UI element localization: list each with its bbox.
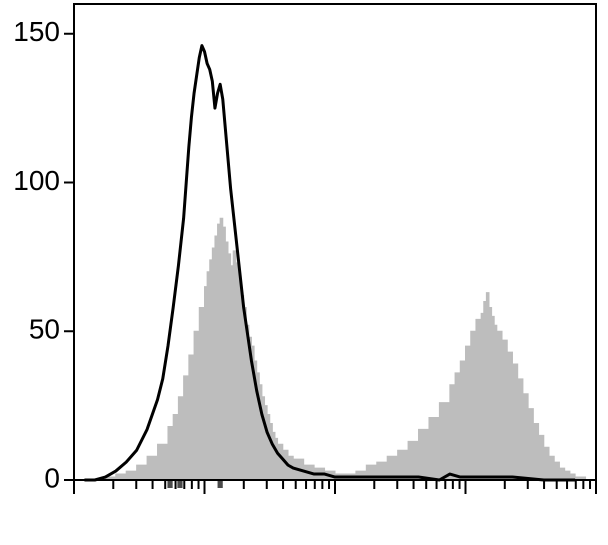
histogram-chart: 0 50 100 150 <box>0 0 608 545</box>
y-tick-label: 100 <box>13 165 60 196</box>
y-tick-label: 50 <box>29 314 60 345</box>
axis-blob <box>167 481 172 488</box>
y-tick-label: 150 <box>13 16 60 47</box>
y-tick-label: 0 <box>44 462 60 493</box>
axis-blob <box>218 481 223 488</box>
chart-svg: 0 50 100 150 <box>0 0 608 545</box>
axis-blob <box>177 481 182 488</box>
